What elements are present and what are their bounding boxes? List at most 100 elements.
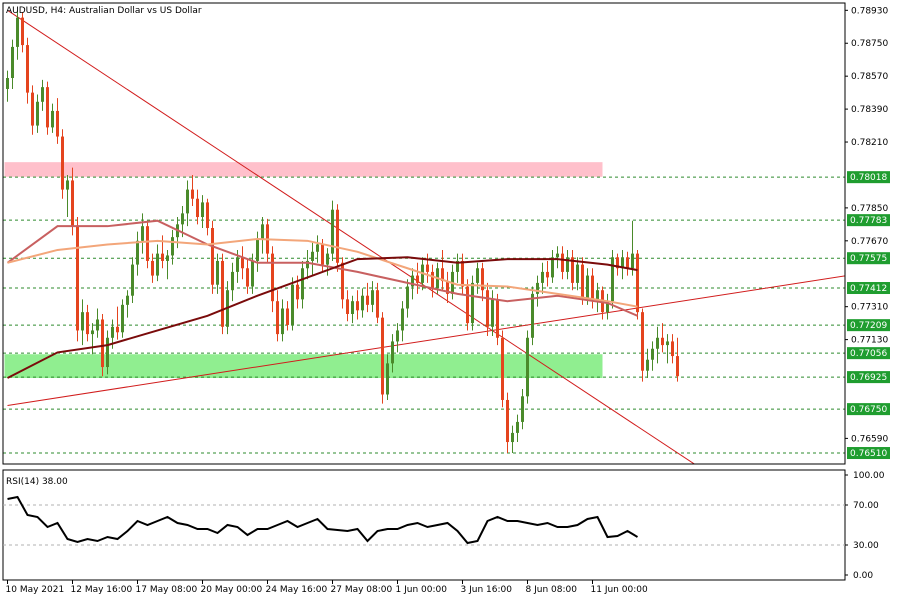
candle-body bbox=[131, 264, 134, 296]
candle-body bbox=[491, 299, 494, 327]
candle-body bbox=[256, 238, 259, 261]
candle-body bbox=[291, 284, 294, 325]
candle-body bbox=[306, 260, 309, 269]
candle-body bbox=[56, 110, 59, 137]
candle-body bbox=[136, 240, 139, 265]
level-badge bbox=[847, 252, 890, 265]
candle-body bbox=[41, 87, 44, 102]
candle-body bbox=[281, 308, 284, 335]
candle-body bbox=[511, 432, 514, 443]
candle-body bbox=[676, 356, 679, 377]
candle-body bbox=[386, 363, 389, 395]
candle-body bbox=[236, 257, 239, 272]
candle-body bbox=[401, 308, 404, 331]
chart-title: AUDUSD, H4: Australian Dollar vs US Doll… bbox=[6, 6, 202, 16]
candle-body bbox=[506, 399, 509, 443]
candle-body bbox=[546, 271, 549, 278]
y-tick-label: 0.78570 bbox=[851, 72, 888, 82]
rsi-tick-label: 70.00 bbox=[853, 501, 879, 511]
candle-body bbox=[381, 317, 384, 395]
level-badge bbox=[847, 319, 890, 332]
level-badge bbox=[847, 447, 890, 460]
candle-body bbox=[321, 244, 324, 265]
rsi-tick-label: 100.00 bbox=[853, 471, 885, 481]
candle-body bbox=[621, 257, 624, 269]
candle-body bbox=[581, 264, 584, 298]
candle-body bbox=[521, 396, 524, 422]
candle-body bbox=[156, 253, 159, 276]
y-tick-label: 0.78390 bbox=[851, 105, 888, 115]
candle-body bbox=[46, 87, 49, 128]
candle-body bbox=[221, 260, 224, 327]
candle-body bbox=[441, 268, 444, 282]
level-badge bbox=[847, 371, 890, 384]
candle-body bbox=[36, 101, 39, 126]
candle-body bbox=[446, 281, 449, 294]
x-tick-label: 8 Jun 08:00 bbox=[526, 585, 578, 595]
candle-body bbox=[171, 237, 174, 256]
level-badge bbox=[847, 347, 890, 360]
candle-body bbox=[526, 337, 529, 397]
level-badge-label: 0.76750 bbox=[850, 405, 887, 415]
level-badge-label: 0.76925 bbox=[850, 373, 887, 383]
candle-body bbox=[486, 290, 489, 327]
x-tick-label: 27 May 08:00 bbox=[331, 585, 393, 595]
ma-mid-line bbox=[7, 237, 638, 308]
trendlines-layer bbox=[7, 9, 845, 464]
ma-slow-line bbox=[7, 256, 638, 379]
trend-line bbox=[7, 9, 696, 464]
candle-body bbox=[121, 304, 124, 333]
candle-body bbox=[351, 301, 354, 314]
candle-body bbox=[641, 312, 644, 371]
candle-body bbox=[501, 337, 504, 400]
candle-body bbox=[271, 253, 274, 302]
candle-body bbox=[251, 260, 254, 287]
candle-body bbox=[646, 359, 649, 371]
candle-body bbox=[481, 268, 484, 291]
candle-body bbox=[141, 226, 144, 241]
candle-body bbox=[636, 253, 639, 313]
candle-body bbox=[561, 253, 564, 272]
candle-body bbox=[96, 319, 99, 331]
level-badge-label: 0.76510 bbox=[850, 449, 887, 459]
rsi-line bbox=[7, 495, 639, 545]
candle-body bbox=[181, 213, 184, 225]
candle-body bbox=[191, 189, 194, 199]
candle-body bbox=[371, 290, 374, 305]
candle-body bbox=[471, 282, 474, 324]
candle-body bbox=[571, 257, 574, 283]
candle-body bbox=[336, 209, 339, 263]
level-badge bbox=[847, 403, 890, 416]
candle-body bbox=[76, 226, 79, 331]
level-badge-label: 0.78018 bbox=[850, 173, 887, 183]
candle-body bbox=[26, 45, 29, 93]
candle-body bbox=[406, 286, 409, 309]
candle-body bbox=[31, 92, 34, 126]
candle-body bbox=[556, 253, 559, 258]
candle-body bbox=[116, 326, 119, 333]
candle-body bbox=[101, 319, 104, 368]
y-tick-label: 0.78750 bbox=[851, 39, 888, 49]
candle-body bbox=[61, 136, 64, 190]
candle-body bbox=[11, 46, 14, 79]
rsi-tick-label: 30.00 bbox=[853, 541, 879, 551]
rsi-tick-label: 0.00 bbox=[853, 571, 873, 581]
candle-body bbox=[296, 284, 299, 300]
level-badge-label: 0.77575 bbox=[850, 254, 887, 264]
candle-body bbox=[301, 268, 304, 300]
candle-body bbox=[6, 78, 9, 89]
level-badge-label: 0.77209 bbox=[850, 321, 887, 331]
support-zone bbox=[4, 354, 603, 379]
candle-body bbox=[231, 271, 234, 291]
candle-body bbox=[161, 253, 164, 261]
y-tick-label: 0.77670 bbox=[851, 237, 888, 247]
candle-body bbox=[376, 290, 379, 318]
level-badge bbox=[847, 282, 890, 295]
candle-body bbox=[166, 255, 169, 261]
candle-body bbox=[16, 17, 19, 47]
moving-averages-layer bbox=[6, 219, 638, 379]
zones-layer bbox=[4, 162, 603, 379]
candle-body bbox=[331, 209, 334, 254]
